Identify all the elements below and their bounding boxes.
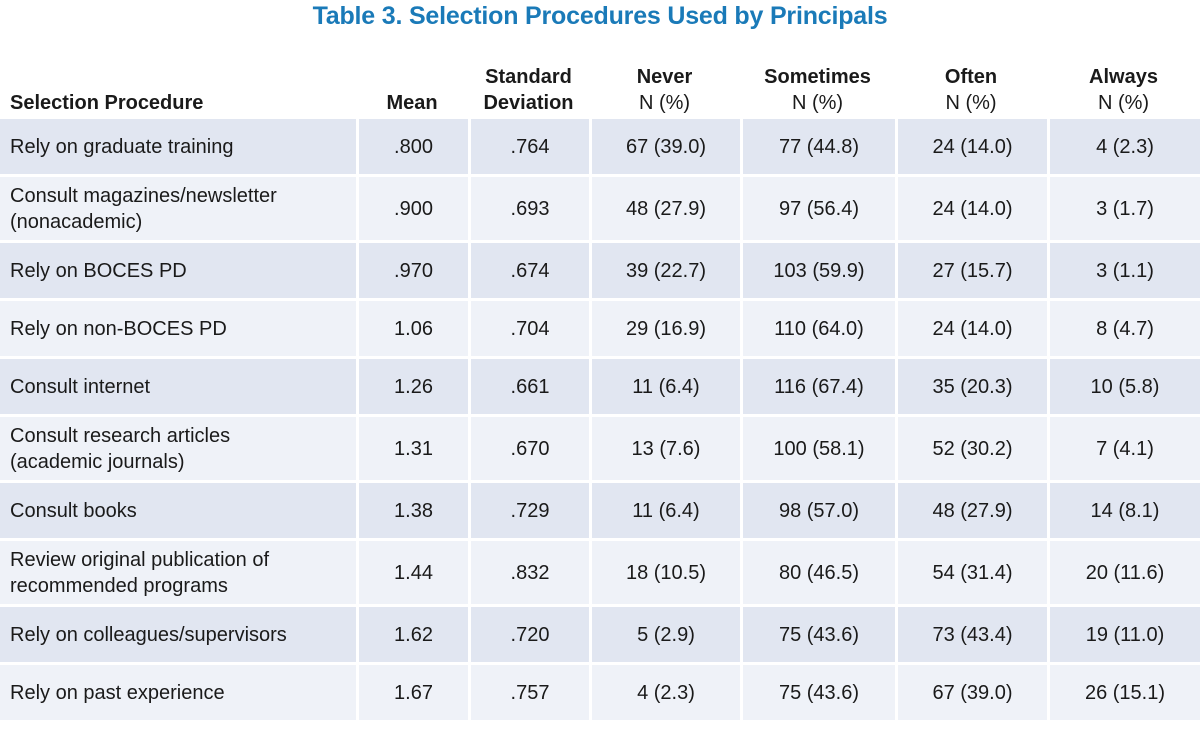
table-title: Table 3. Selection Procedures Used by Pr… bbox=[312, 2, 888, 30]
always-cell: 14 (8.1) bbox=[1047, 483, 1200, 541]
mean-cell: 1.26 bbox=[356, 359, 468, 417]
sd-cell: .764 bbox=[468, 119, 589, 177]
header-never: Never N (%) bbox=[636, 66, 693, 114]
sometimes-cell: 103 (59.9) bbox=[740, 243, 895, 301]
often-cell: 48 (27.9) bbox=[895, 483, 1047, 541]
table-row: Rely on graduate training .800.764 67 (39.… bbox=[0, 119, 1200, 177]
sometimes-cell: 77 (44.8) bbox=[740, 119, 895, 177]
table-body: Rely on graduate training .800.764 67 (39.… bbox=[0, 119, 1200, 720]
table-row: Rely on colleagues/supervisors 1.62.720 5 … bbox=[0, 607, 1200, 665]
mean-cell: .900 bbox=[356, 177, 468, 243]
always-cell: 3 (1.1) bbox=[1047, 243, 1200, 301]
always-cell: 20 (11.6) bbox=[1047, 541, 1200, 607]
table-row: Rely on past experience 1.67.757 4 (2.3) 75… bbox=[0, 665, 1200, 720]
mean-cell: 1.62 bbox=[356, 607, 468, 665]
header-always: Always N (%) bbox=[1089, 66, 1158, 114]
header-sometimes: Sometimes N (%) bbox=[764, 66, 871, 114]
never-cell: 29 (16.9) bbox=[589, 301, 740, 359]
sd-cell: .670 bbox=[468, 417, 589, 483]
never-cell: 5 (2.9) bbox=[589, 607, 740, 665]
procedure-cell: Rely on colleagues/supervisors bbox=[0, 607, 356, 665]
often-cell: 35 (20.3) bbox=[895, 359, 1047, 417]
table-row: Consult magazines/newsletter (nonacademi… bbox=[0, 177, 1200, 243]
header-selection-procedure: Selection Procedure bbox=[10, 92, 204, 114]
procedure-cell: Rely on graduate training bbox=[0, 119, 356, 177]
mean-cell: 1.06 bbox=[356, 301, 468, 359]
sd-cell: .704 bbox=[468, 301, 589, 359]
often-cell: 52 (30.2) bbox=[895, 417, 1047, 483]
never-cell: 4 (2.3) bbox=[589, 665, 740, 720]
often-cell: 24 (14.0) bbox=[895, 119, 1047, 177]
often-cell: 73 (43.4) bbox=[895, 607, 1047, 665]
sometimes-cell: 75 (43.6) bbox=[740, 607, 895, 665]
header-mean: Mean bbox=[386, 92, 438, 114]
header-standard-deviation: Standard Deviation bbox=[483, 66, 574, 114]
table-row: Consult research articles (academic jour… bbox=[0, 417, 1200, 483]
sometimes-cell: 110 (64.0) bbox=[740, 301, 895, 359]
often-cell: 54 (31.4) bbox=[895, 541, 1047, 607]
header-often: Often N (%) bbox=[944, 66, 998, 114]
never-cell: 13 (7.6) bbox=[589, 417, 740, 483]
header-row: Selection Procedure Mean Standard Deviat… bbox=[0, 50, 1200, 119]
sd-cell: .674 bbox=[468, 243, 589, 301]
sometimes-cell: 116 (67.4) bbox=[740, 359, 895, 417]
sd-cell: .693 bbox=[468, 177, 589, 243]
sometimes-cell: 97 (56.4) bbox=[740, 177, 895, 243]
mean-cell: .970 bbox=[356, 243, 468, 301]
sometimes-cell: 98 (57.0) bbox=[740, 483, 895, 541]
sd-cell: .757 bbox=[468, 665, 589, 720]
sometimes-cell: 80 (46.5) bbox=[740, 541, 895, 607]
selection-procedures-table: Selection Procedure Mean Standard Deviat… bbox=[0, 50, 1200, 720]
never-cell: 11 (6.4) bbox=[589, 483, 740, 541]
procedure-cell: Rely on past experience bbox=[0, 665, 356, 720]
never-cell: 39 (22.7) bbox=[589, 243, 740, 301]
always-cell: 8 (4.7) bbox=[1047, 301, 1200, 359]
sometimes-cell: 75 (43.6) bbox=[740, 665, 895, 720]
procedure-cell: Consult magazines/newsletter (nonacademi… bbox=[0, 177, 356, 243]
always-cell: 19 (11.0) bbox=[1047, 607, 1200, 665]
sd-cell: .720 bbox=[468, 607, 589, 665]
often-cell: 27 (15.7) bbox=[895, 243, 1047, 301]
sd-cell: .661 bbox=[468, 359, 589, 417]
sometimes-cell: 100 (58.1) bbox=[740, 417, 895, 483]
mean-cell: 1.38 bbox=[356, 483, 468, 541]
procedure-cell: Consult research articles (academic jour… bbox=[0, 417, 356, 483]
mean-cell: 1.67 bbox=[356, 665, 468, 720]
always-cell: 26 (15.1) bbox=[1047, 665, 1200, 720]
table-row: Rely on BOCES PD .970.674 39 (22.7) 103 (59… bbox=[0, 243, 1200, 301]
procedure-cell: Rely on non-BOCES PD bbox=[0, 301, 356, 359]
always-cell: 7 (4.1) bbox=[1047, 417, 1200, 483]
procedure-cell: Rely on BOCES PD bbox=[0, 243, 356, 301]
never-cell: 11 (6.4) bbox=[589, 359, 740, 417]
never-cell: 18 (10.5) bbox=[589, 541, 740, 607]
procedure-cell: Consult internet bbox=[0, 359, 356, 417]
often-cell: 24 (14.0) bbox=[895, 301, 1047, 359]
always-cell: 10 (5.8) bbox=[1047, 359, 1200, 417]
always-cell: 4 (2.3) bbox=[1047, 119, 1200, 177]
table-row: Consult internet 1.26.661 11 (6.4) 116 (67.… bbox=[0, 359, 1200, 417]
table-row: Rely on non-BOCES PD 1.06.704 29 (16.9) 110… bbox=[0, 301, 1200, 359]
mean-cell: 1.31 bbox=[356, 417, 468, 483]
mean-cell: 1.44 bbox=[356, 541, 468, 607]
procedure-cell: Consult books bbox=[0, 483, 356, 541]
never-cell: 67 (39.0) bbox=[589, 119, 740, 177]
table-row: Review original publication of recommend… bbox=[0, 541, 1200, 607]
sd-cell: .832 bbox=[468, 541, 589, 607]
mean-cell: .800 bbox=[356, 119, 468, 177]
often-cell: 67 (39.0) bbox=[895, 665, 1047, 720]
always-cell: 3 (1.7) bbox=[1047, 177, 1200, 243]
never-cell: 48 (27.9) bbox=[589, 177, 740, 243]
procedure-cell: Review original publication of recommend… bbox=[0, 541, 356, 607]
sd-cell: .729 bbox=[468, 483, 589, 541]
table-row: Consult books 1.38.729 11 (6.4) 98 (57.0) 48… bbox=[0, 483, 1200, 541]
often-cell: 24 (14.0) bbox=[895, 177, 1047, 243]
